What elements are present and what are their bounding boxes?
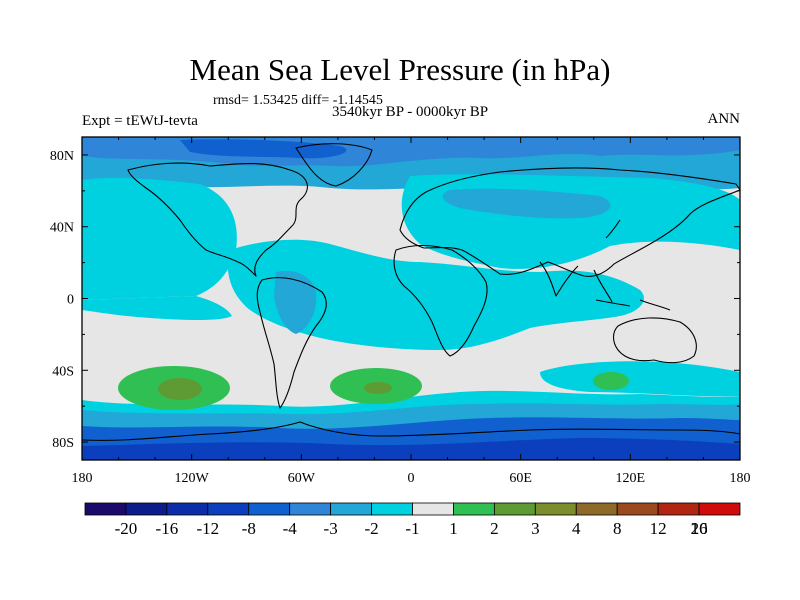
period-label: 3540kyr BP - 0000kyr BP <box>331 104 489 120</box>
y-tick-label: 80S <box>52 436 74 451</box>
south-pacific-high-core <box>158 378 202 400</box>
coast-australia <box>612 317 697 364</box>
south-indian-low <box>540 361 740 397</box>
colorbar-swatch <box>575 502 618 516</box>
x-tick-label: 60E <box>509 471 532 486</box>
colorbar-label: 8 <box>613 519 622 538</box>
colorbar-label: -2 <box>364 519 378 538</box>
colorbar-label: 16 <box>691 519 708 538</box>
colorbar-label: -8 <box>242 519 256 538</box>
y-tick-label: 0 <box>67 293 74 308</box>
colorbar-swatch <box>616 502 659 516</box>
colorbar-label: 2 <box>490 519 499 538</box>
coast-south-asia <box>539 261 613 303</box>
colorbar-swatch <box>657 502 700 516</box>
south-atlantic-high-core <box>364 382 392 394</box>
tropical-belt-low-region <box>227 239 644 350</box>
x-tick-label: 60W <box>288 471 316 486</box>
coastlines <box>82 143 740 441</box>
colorbar-swatch <box>125 502 168 516</box>
colorbar-label: -4 <box>283 519 298 538</box>
colorbar-label: -12 <box>196 519 219 538</box>
colorbar-label: -16 <box>156 519 179 538</box>
colorbar-swatch <box>289 502 332 516</box>
coast-antarctica <box>82 421 740 441</box>
colorbar-label: 20 <box>691 519 708 538</box>
colorbar-label: -3 <box>324 519 338 538</box>
x-axis-ticks: 180 120W 60W 0 60E 120E 180 <box>72 137 751 486</box>
y-axis-ticks: 80N 40N 0 40S 80S <box>50 149 740 451</box>
siberia-deeper-low <box>442 188 611 219</box>
x-tick-label: 180 <box>730 471 751 486</box>
chart-title: Mean Sea Level Pressure (in hPa) <box>189 52 611 87</box>
greenland-deep-low <box>180 139 347 159</box>
colorbar-label: 1 <box>449 519 458 538</box>
colorbar-swatch <box>453 502 495 516</box>
south-america-low <box>274 270 317 334</box>
experiment-label: Expt = tEWtJ-tevta <box>82 113 198 129</box>
coast-africa <box>393 244 488 357</box>
north-pacific-low-region <box>82 177 237 300</box>
x-tick-label: 180 <box>72 471 93 486</box>
colorbar-swatch <box>698 502 741 516</box>
colorbar-swatch <box>371 502 413 516</box>
y-tick-label: 80N <box>50 149 74 164</box>
colorbar-label: 12 <box>650 519 667 538</box>
coast-islands <box>595 219 671 311</box>
colorbar-label: -1 <box>405 519 419 538</box>
north-pacific-eastern-low <box>82 296 232 320</box>
colorbar-label: -20 <box>115 519 138 538</box>
colorbar-swatch <box>534 502 577 516</box>
season-label: ANN <box>707 111 741 127</box>
colorbar-swatch <box>248 502 291 516</box>
x-tick-label: 0 <box>408 471 415 486</box>
rmsd-diff-stats: rmsd= 1.53425 diff= -1.14545 <box>213 93 383 108</box>
colorbar-swatch <box>493 502 536 516</box>
coast-greenland <box>295 143 373 187</box>
coast-eurasia <box>399 167 740 277</box>
colorbar-swatch <box>207 502 250 516</box>
coast-north-america <box>127 162 308 277</box>
x-tick-label: 120W <box>175 471 210 486</box>
south-indian-high <box>593 372 629 390</box>
colorbar-swatch <box>84 502 127 516</box>
colorbar-swatch <box>166 502 209 516</box>
pressure-field <box>82 137 740 460</box>
colorbar-label: 4 <box>572 519 581 538</box>
colorbar-swatch <box>330 502 372 516</box>
y-tick-label: 40S <box>52 364 74 379</box>
x-tick-label: 120E <box>616 471 646 486</box>
y-tick-label: 40N <box>50 221 74 236</box>
colorbar-label: 3 <box>531 519 540 538</box>
antarctic-deepest-low <box>82 438 740 460</box>
coast-south-america <box>256 277 327 409</box>
colorbar-swatch <box>412 502 454 516</box>
